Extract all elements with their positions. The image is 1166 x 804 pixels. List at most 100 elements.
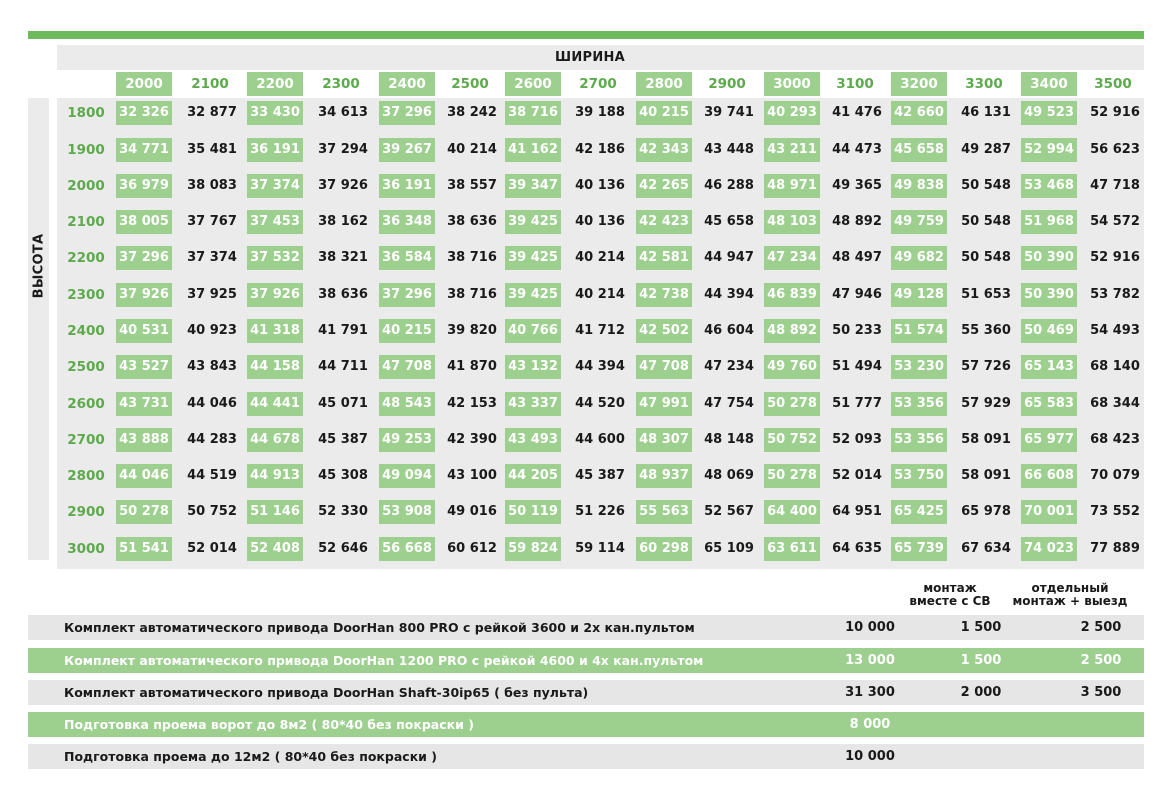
- price-cell: 65 977: [1021, 428, 1077, 452]
- price-cell: 53 356: [891, 428, 947, 452]
- service-mount-with: 1 500: [960, 653, 1002, 668]
- height-header-2100: 2100: [67, 214, 105, 230]
- mount-separate-header-line2: монтаж + выезд: [1012, 594, 1128, 608]
- price-cell: 52 014: [832, 468, 882, 483]
- price-cell: 68 344: [1090, 396, 1140, 411]
- service-price: 10 000: [845, 749, 895, 764]
- price-cell: 40 136: [575, 214, 625, 229]
- price-cell: 42 502: [636, 319, 692, 343]
- height-header-2000: 2000: [67, 178, 105, 194]
- price-cell: 43 731: [116, 392, 172, 416]
- price-cell: 44 947: [704, 250, 754, 265]
- price-cell: 32 877: [187, 105, 237, 120]
- price-cell: 40 214: [575, 287, 625, 302]
- price-cell: 34 613: [318, 105, 368, 120]
- height-header-2800: 2800: [67, 468, 105, 484]
- price-cell: 53 468: [1021, 174, 1077, 198]
- price-cell: 51 777: [832, 396, 882, 411]
- price-cell: 52 916: [1090, 105, 1140, 120]
- price-cell: 53 782: [1090, 287, 1140, 302]
- price-cell: 52 330: [318, 504, 368, 519]
- height-axis-label: ВЫСОТА: [31, 233, 47, 299]
- price-cell: 40 214: [447, 142, 497, 157]
- price-cell: 40 766: [505, 319, 561, 343]
- price-cell: 45 308: [318, 468, 368, 483]
- price-cell: 33 430: [247, 101, 303, 125]
- price-cell: 43 211: [764, 138, 820, 162]
- price-cell: 48 148: [704, 432, 754, 447]
- price-cell: 42 738: [636, 283, 692, 307]
- service-row: Комплект автоматического привода DoorHan…: [28, 615, 1144, 640]
- price-cell: 64 951: [832, 504, 882, 519]
- price-cell: 55 563: [636, 500, 692, 524]
- price-cell: 36 979: [116, 174, 172, 198]
- price-cell: 60 298: [636, 537, 692, 561]
- price-cell: 53 230: [891, 355, 947, 379]
- height-header-3000: 3000: [67, 541, 105, 557]
- price-cell: 59 114: [575, 541, 625, 556]
- price-cell: 48 937: [636, 464, 692, 488]
- price-cell: 50 278: [116, 500, 172, 524]
- width-header-2900: 2900: [708, 76, 746, 92]
- service-name: Комплект автоматического привода DoorHan…: [64, 653, 704, 668]
- price-cell: 50 752: [764, 428, 820, 452]
- service-price: 10 000: [845, 620, 895, 635]
- price-cell: 64 400: [764, 500, 820, 524]
- width-header-2400: 2400: [379, 72, 435, 96]
- price-cell: 43 100: [447, 468, 497, 483]
- price-cell: 49 365: [832, 178, 882, 193]
- width-header-2700: 2700: [579, 76, 617, 92]
- price-cell: 67 634: [961, 541, 1011, 556]
- price-cell: 48 971: [764, 174, 820, 198]
- price-cell: 65 425: [891, 500, 947, 524]
- price-cell: 38 716: [505, 101, 561, 125]
- price-cell: 43 493: [505, 428, 561, 452]
- price-cell: 52 916: [1090, 250, 1140, 265]
- mount-separate-header-line1: отдельный: [1031, 581, 1109, 595]
- price-cell: 43 448: [704, 142, 754, 157]
- price-cell: 42 660: [891, 101, 947, 125]
- price-cell: 50 278: [764, 392, 820, 416]
- height-header-2900: 2900: [67, 504, 105, 520]
- price-cell: 51 146: [247, 500, 303, 524]
- price-cell: 49 287: [961, 142, 1011, 157]
- price-cell: 44 283: [187, 432, 237, 447]
- price-cell: 38 242: [447, 105, 497, 120]
- price-cell: 39 267: [379, 138, 435, 162]
- height-side-strip: [28, 98, 49, 560]
- price-cell: 73 552: [1090, 504, 1140, 519]
- price-cell: 39 425: [505, 246, 561, 270]
- width-header-3000: 3000: [764, 72, 820, 96]
- price-cell: 47 991: [636, 392, 692, 416]
- price-cell: 57 929: [961, 396, 1011, 411]
- price-cell: 47 708: [379, 355, 435, 379]
- price-cell: 70 001: [1021, 500, 1077, 524]
- price-cell: 38 083: [187, 178, 237, 193]
- price-cell: 38 162: [318, 214, 368, 229]
- price-cell: 47 718: [1090, 178, 1140, 193]
- price-cell: 49 759: [891, 210, 947, 234]
- price-cell: 58 091: [961, 432, 1011, 447]
- mount-separate-header: отдельный монтаж + выезд: [1003, 582, 1137, 608]
- price-cell: 44 678: [247, 428, 303, 452]
- price-cell: 39 820: [447, 323, 497, 338]
- width-header-3100: 3100: [836, 76, 874, 92]
- price-cell: 44 158: [247, 355, 303, 379]
- service-row: Подготовка проема до 12м2 ( 80*40 без по…: [28, 744, 1144, 769]
- price-cell: 49 128: [891, 283, 947, 307]
- price-cell: 45 658: [891, 138, 947, 162]
- service-price: 31 300: [845, 685, 895, 700]
- price-cell: 50 548: [961, 178, 1011, 193]
- width-header-2600: 2600: [505, 72, 561, 96]
- price-cell: 50 548: [961, 214, 1011, 229]
- price-cell: 36 348: [379, 210, 435, 234]
- price-cell: 50 390: [1021, 283, 1077, 307]
- price-cell: 48 103: [764, 210, 820, 234]
- price-cell: 46 604: [704, 323, 754, 338]
- price-cell: 65 978: [961, 504, 1011, 519]
- price-cell: 70 079: [1090, 468, 1140, 483]
- price-cell: 55 360: [961, 323, 1011, 338]
- price-cell: 41 162: [505, 138, 561, 162]
- price-cell: 63 611: [764, 537, 820, 561]
- price-cell: 44 473: [832, 142, 882, 157]
